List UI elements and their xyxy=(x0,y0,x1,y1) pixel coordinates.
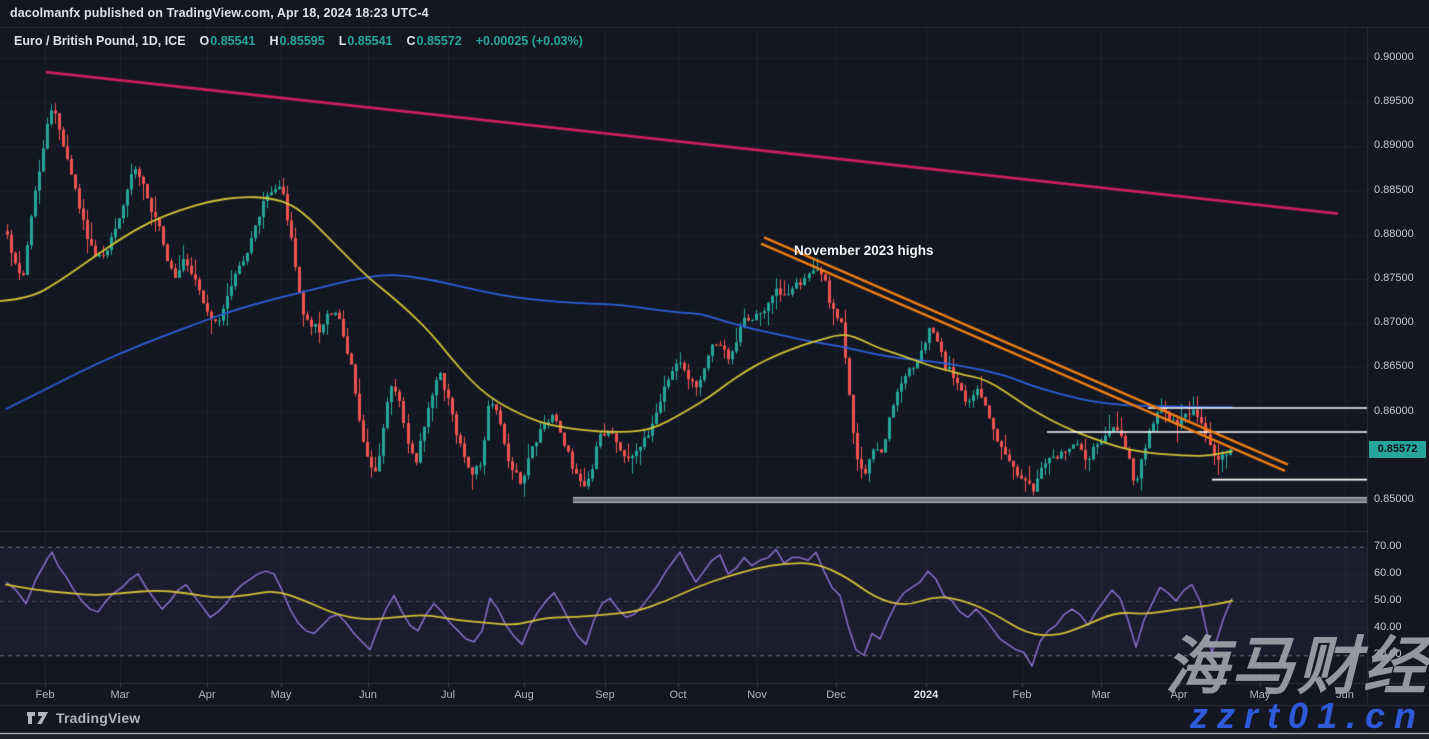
time-axis-label: May xyxy=(1249,689,1271,701)
rsi-axis-label: 30.00 xyxy=(1374,648,1402,661)
high-value: 0.85595 xyxy=(279,34,325,48)
watermark-site-url: zzrt01.cn xyxy=(1189,695,1425,736)
time-axis-label: 2024 xyxy=(913,689,939,701)
time-axis-label: May xyxy=(270,689,292,701)
rsi-axis-label: 70.00 xyxy=(1374,539,1402,552)
time-axis-label: Jul xyxy=(440,689,456,701)
price-axis-label: 0.90000 xyxy=(1374,51,1414,63)
high-label: H xyxy=(269,34,279,48)
tradingview-logo-icon xyxy=(27,712,48,724)
ohlc-low: L 0.85541 xyxy=(339,34,393,48)
ohlc-high: H 0.85595 xyxy=(269,34,324,48)
time-axis-label: Nov xyxy=(747,689,767,701)
time-axis-label: Apr xyxy=(198,689,216,701)
open-value: 0.85541 xyxy=(210,34,256,48)
change-value: +0.00025 (+0.03%) xyxy=(475,34,583,48)
rsi-axis-label: 60.00 xyxy=(1374,566,1402,579)
rsi-axis-label: 40.00 xyxy=(1374,621,1402,634)
low-value: 0.85541 xyxy=(347,34,393,48)
price-axis-label: 0.88500 xyxy=(1374,183,1414,196)
time-axis-label: Apr xyxy=(1170,689,1188,701)
time-axis-label: Jun xyxy=(359,689,377,701)
ohlc-close: C 0.85572 xyxy=(407,34,462,48)
price-axis-label: 0.88000 xyxy=(1374,227,1414,240)
price-axis-label: 0.85000 xyxy=(1374,493,1414,505)
time-axis-label: Dec xyxy=(826,689,846,701)
rsi-axis-label: 50.00 xyxy=(1374,594,1402,606)
time-axis-label: Feb xyxy=(1012,689,1032,701)
time-axis-label: Mar xyxy=(110,689,130,701)
time-axis-label: Sep xyxy=(595,689,615,701)
ohlc-open: O 0.85541 xyxy=(200,34,256,48)
last-price-badge: 0.85572 xyxy=(1369,440,1426,458)
time-axis-label: Jun xyxy=(1336,689,1354,701)
close-label: C xyxy=(406,34,416,48)
publisher-line: dacolmanfx published on TradingView.com,… xyxy=(10,6,429,20)
symbol-info-bar: Euro / British Pound, 1D, ICE O 0.85541 H… xyxy=(14,34,583,48)
time-axis-label: Mar xyxy=(1091,689,1111,701)
price-axis-label: 0.89000 xyxy=(1374,139,1414,152)
time-axis-label: Feb xyxy=(35,689,55,701)
time-axis-label: Aug xyxy=(514,689,534,701)
price-axis-label: 0.86500 xyxy=(1374,360,1414,373)
symbol-title[interactable]: Euro / British Pound, 1D, ICE xyxy=(14,34,186,48)
watermark-chinese: 海马财经 xyxy=(1165,632,1429,702)
price-axis-label: 0.87000 xyxy=(1374,316,1414,329)
tradingview-brand-text: TradingView xyxy=(56,710,141,726)
price-axis-label: 0.86000 xyxy=(1374,404,1414,417)
tradingview-footer-link[interactable]: TradingView xyxy=(26,710,140,726)
chart-text-annotation[interactable]: November 2023 highs xyxy=(794,243,934,258)
price-axis-label: 0.89500 xyxy=(1374,95,1414,108)
low-label: L xyxy=(338,34,347,48)
price-axis-label: 0.87500 xyxy=(1374,272,1414,284)
open-label: O xyxy=(199,34,210,48)
time-axis-label: Oct xyxy=(669,689,687,701)
close-value: 0.85572 xyxy=(416,34,462,48)
